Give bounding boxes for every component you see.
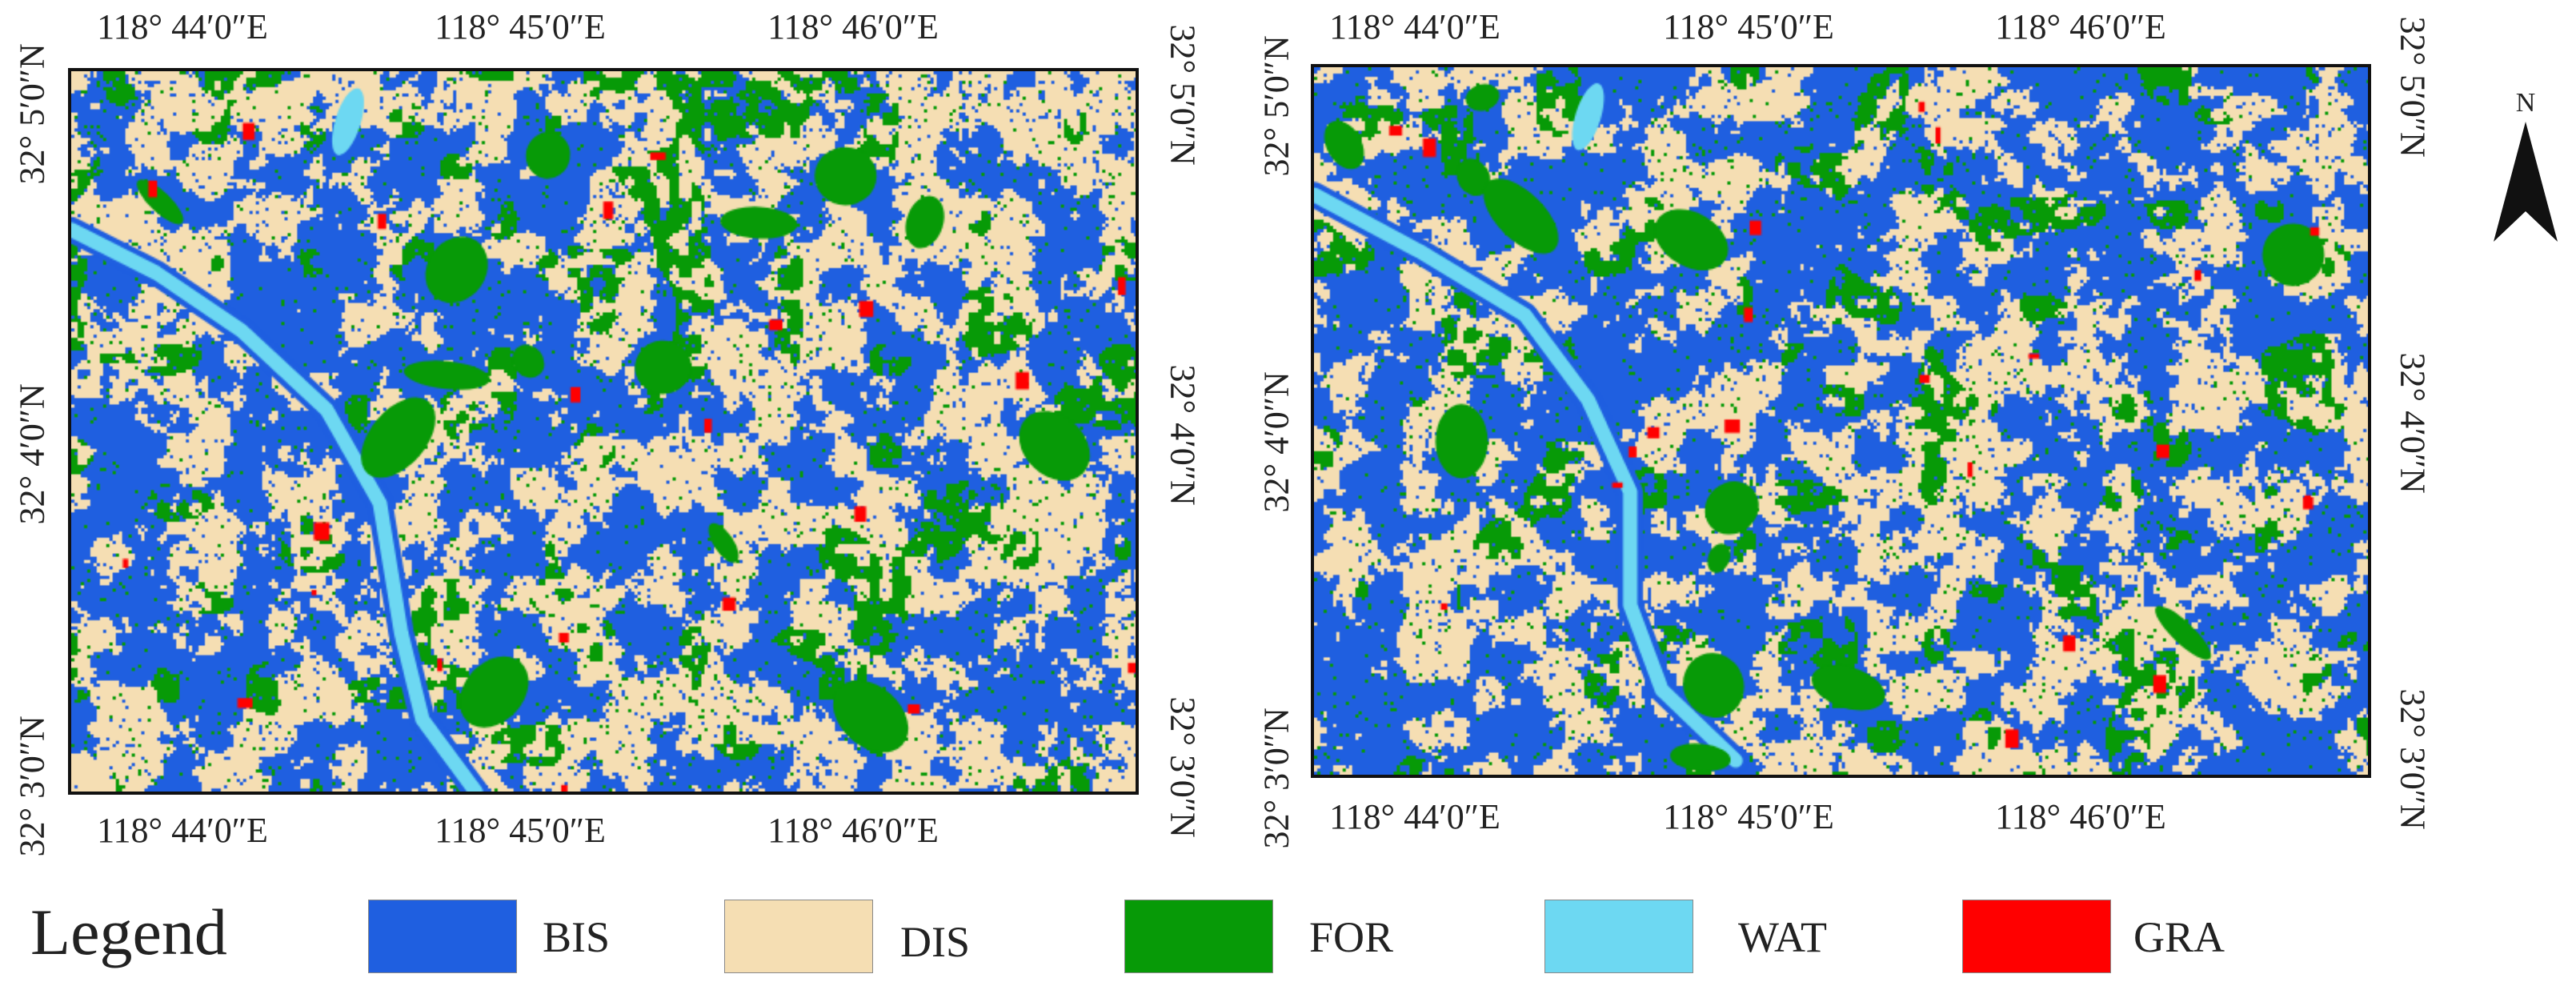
left-east-lat-3: 32° 3′0″N [1163,696,1203,838]
legend-label-bis: BIS [543,913,611,961]
left-west-lat-2: 32° 4′0″N [12,383,52,525]
legend-swatch-bis [368,900,517,973]
right-west-lat-2: 32° 4′0″N [1256,371,1296,513]
left-top-lon-2: 118° 45′0″E [435,7,606,46]
left-east-lat-2: 32° 4′0″N [1163,364,1203,506]
right-bottom-lon-3: 118° 46′0″E [1995,797,2166,836]
north-arrow-icon [2494,122,2558,242]
left-bottom-lon-1: 118° 44′0″E [97,811,268,850]
left-top-lon-1: 118° 44′0″E [97,7,268,46]
legend-swatch-dis [724,900,873,973]
legend-label-wat: WAT [1738,913,1827,961]
north-label: N [2515,88,2536,118]
legend-title: Legend [30,896,227,968]
legend-label-gra: GRA [2133,913,2225,961]
left-bottom-lon-2: 118° 45′0″E [435,811,606,850]
right-east-lat-3: 32° 3′0″N [2393,688,2433,830]
right-map-raster [1311,64,2371,778]
left-top-lon-3: 118° 46′0″E [767,7,939,46]
legend-swatch-gra [1962,900,2111,973]
legend-label-for: FOR [1309,913,1394,961]
legend-swatch-wat [1544,900,1693,973]
right-west-lat-3: 32° 3′0″N [1256,707,1296,849]
right-bottom-lon-1: 118° 44′0″E [1329,797,1500,836]
right-top-lon-1: 118° 44′0″E [1329,7,1500,46]
left-bottom-lon-3: 118° 46′0″E [767,811,939,850]
left-east-lat-1: 32° 5′0″N [1163,24,1203,166]
left-west-lat-1: 32° 5′0″N [12,43,52,185]
legend-swatch-for [1124,900,1273,973]
left-map-raster [68,68,1139,795]
right-east-lat-1: 32° 5′0″N [2393,16,2433,158]
right-top-lon-3: 118° 46′0″E [1995,7,2166,46]
left-west-lat-3: 32° 3′0″N [12,715,52,857]
north-arrow: N [2487,88,2564,242]
right-west-lat-1: 32° 5′0″N [1256,35,1296,177]
legend-label-dis: DIS [900,918,971,966]
right-east-lat-2: 32° 4′0″N [2393,352,2433,494]
right-bottom-lon-2: 118° 45′0″E [1663,797,1834,836]
right-top-lon-2: 118° 45′0″E [1663,7,1834,46]
